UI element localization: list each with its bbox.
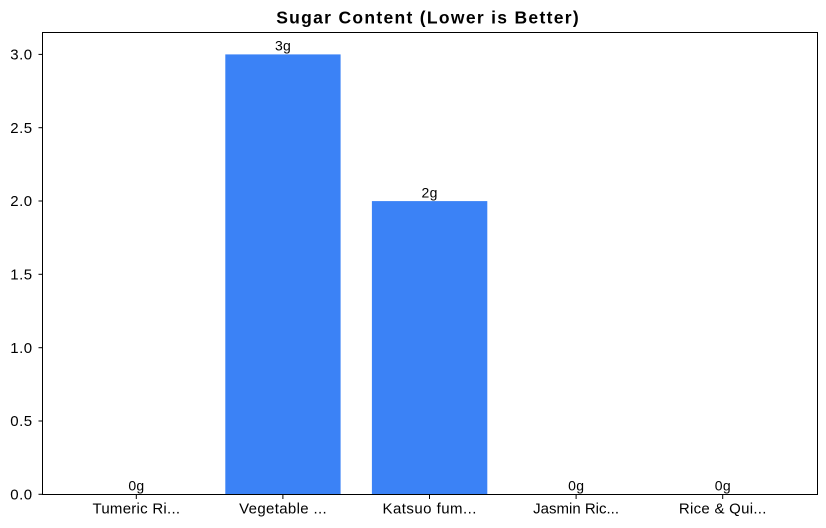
- svg-text:Jasmin Ric...: Jasmin Ric...: [533, 501, 619, 518]
- svg-text:Vegetable ...: Vegetable ...: [239, 501, 327, 518]
- svg-text:0g: 0g: [128, 477, 144, 493]
- svg-text:3g: 3g: [275, 38, 291, 54]
- svg-text:2.5: 2.5: [10, 120, 32, 137]
- svg-text:2.0: 2.0: [10, 193, 32, 210]
- svg-text:Tumeric Ri...: Tumeric Ri...: [92, 501, 180, 518]
- svg-text:1.0: 1.0: [10, 340, 32, 357]
- svg-text:Rice & Qui...: Rice & Qui...: [679, 501, 767, 518]
- svg-text:0g: 0g: [715, 477, 731, 493]
- svg-text:0.5: 0.5: [10, 413, 32, 430]
- svg-text:2g: 2g: [422, 184, 438, 200]
- svg-text:0.0: 0.0: [10, 486, 32, 503]
- svg-text:3.0: 3.0: [10, 47, 32, 64]
- svg-text:Katsuo fum...: Katsuo fum...: [383, 501, 477, 518]
- svg-text:1.5: 1.5: [10, 266, 32, 283]
- svg-text:Sugar Content (Lower is Better: Sugar Content (Lower is Better): [276, 8, 580, 28]
- svg-text:0g: 0g: [568, 477, 584, 493]
